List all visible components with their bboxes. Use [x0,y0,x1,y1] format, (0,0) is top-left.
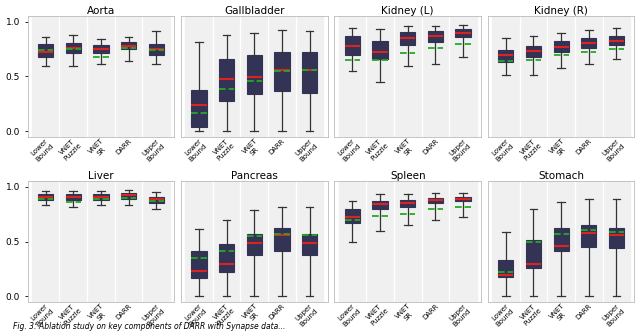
PathPatch shape [456,196,470,201]
PathPatch shape [66,43,81,53]
PathPatch shape [372,41,388,59]
PathPatch shape [498,50,513,62]
Bar [142,181,170,302]
PathPatch shape [609,227,624,248]
Bar [449,181,477,302]
PathPatch shape [219,243,234,272]
Bar [339,16,366,137]
Bar [492,16,520,137]
Bar [296,181,323,302]
PathPatch shape [219,59,234,101]
Bar [115,16,142,137]
PathPatch shape [554,41,569,52]
Bar [492,181,520,302]
Bar [339,181,366,302]
Bar [32,181,60,302]
Bar [142,16,170,137]
Bar [87,181,115,302]
PathPatch shape [93,45,109,53]
Bar [449,16,477,137]
Bar [185,16,212,137]
PathPatch shape [581,225,596,247]
PathPatch shape [372,201,388,209]
Bar [32,16,60,137]
PathPatch shape [345,209,360,223]
PathPatch shape [93,194,109,200]
Bar [185,181,212,302]
PathPatch shape [66,194,81,200]
Bar [520,16,547,137]
Title: Kidney (R): Kidney (R) [534,6,588,16]
Bar [241,16,268,137]
Bar [212,181,241,302]
Title: Kidney (L): Kidney (L) [381,6,434,16]
Bar [394,181,422,302]
Title: Gallbladder: Gallbladder [224,6,285,16]
PathPatch shape [148,196,164,203]
Bar [296,16,323,137]
PathPatch shape [526,240,541,268]
Bar [366,181,394,302]
PathPatch shape [400,32,415,45]
PathPatch shape [246,56,262,94]
Bar [422,181,449,302]
PathPatch shape [581,38,596,48]
Title: Spleen: Spleen [390,171,426,181]
PathPatch shape [275,228,289,251]
PathPatch shape [609,36,624,45]
PathPatch shape [121,42,136,49]
Bar [87,16,115,137]
PathPatch shape [428,198,443,203]
PathPatch shape [400,200,415,207]
PathPatch shape [38,194,53,200]
Bar [422,16,449,137]
PathPatch shape [456,29,470,37]
PathPatch shape [246,234,262,255]
Bar [575,181,603,302]
Bar [60,16,87,137]
Bar [603,16,630,137]
PathPatch shape [498,260,513,277]
Bar [241,181,268,302]
Title: Aorta: Aorta [87,6,115,16]
PathPatch shape [302,52,317,93]
PathPatch shape [554,227,569,250]
Text: Fig. 3: Ablation study on key components of DARR with Synapse data...: Fig. 3: Ablation study on key components… [13,322,285,331]
PathPatch shape [428,31,443,42]
PathPatch shape [275,52,289,91]
Bar [394,16,422,137]
PathPatch shape [191,251,207,278]
PathPatch shape [148,44,164,56]
Title: Stomach: Stomach [538,171,584,181]
Bar [575,16,603,137]
Title: Pancreas: Pancreas [231,171,278,181]
Bar [366,16,394,137]
PathPatch shape [345,36,360,55]
PathPatch shape [191,90,207,127]
Title: Liver: Liver [88,171,114,181]
PathPatch shape [121,193,136,199]
Bar [603,181,630,302]
PathPatch shape [302,234,317,255]
Bar [212,16,241,137]
Bar [60,181,87,302]
Bar [115,181,142,302]
Bar [268,181,296,302]
Bar [520,181,547,302]
PathPatch shape [526,46,541,57]
PathPatch shape [38,44,53,57]
Bar [547,16,575,137]
Bar [547,181,575,302]
Bar [268,16,296,137]
